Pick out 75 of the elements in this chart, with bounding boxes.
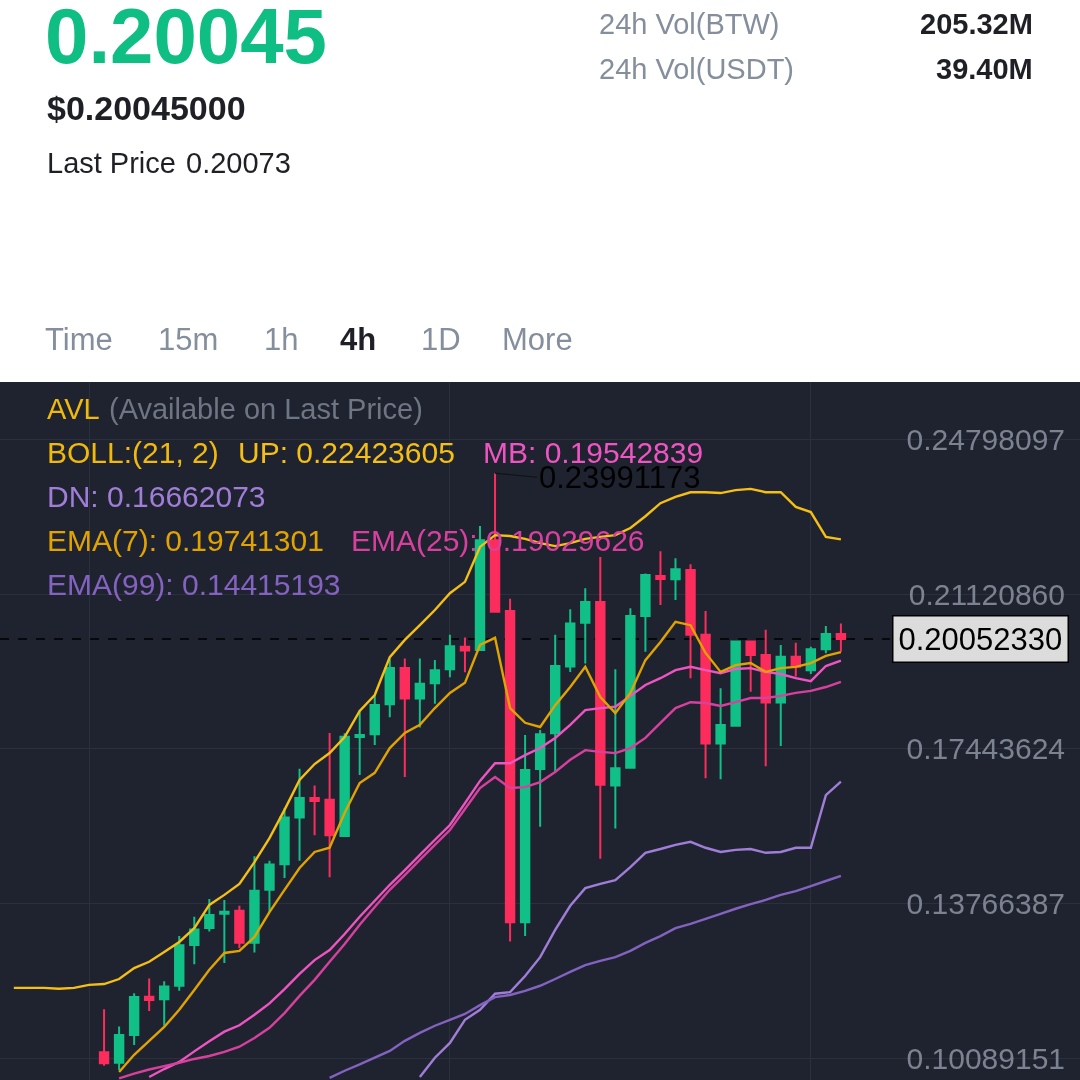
candlestick <box>219 898 230 965</box>
candlestick <box>384 657 395 719</box>
candlestick <box>249 855 260 954</box>
candlestick <box>294 767 305 862</box>
candlestick <box>820 625 832 655</box>
annotation: AVL <box>47 393 100 425</box>
y-tick-label: 0.13766387 <box>906 886 1065 920</box>
candlestick <box>595 556 606 860</box>
candlestick <box>730 640 741 727</box>
candlestick <box>98 1008 110 1067</box>
candlestick <box>429 659 441 705</box>
text: UP: 0.22423605 <box>238 436 455 469</box>
text: 1h <box>264 322 299 357</box>
text: DN: 0.16662073 <box>47 480 266 513</box>
text: More <box>502 322 573 357</box>
y-tick-label: 0.21120860 <box>908 577 1065 611</box>
candlestick <box>143 977 155 1012</box>
candlestick <box>204 898 215 933</box>
candlestick <box>519 734 531 938</box>
text: 1D <box>421 322 461 357</box>
candlestick <box>399 657 411 779</box>
candlestick <box>189 915 200 966</box>
text: 4h <box>340 322 377 357</box>
candlestick <box>640 572 651 653</box>
candlestick <box>655 550 666 606</box>
candlestick <box>685 563 696 680</box>
y-tick-label: 0.10089151 <box>906 1041 1065 1075</box>
line-series <box>12 487 843 990</box>
candlestick <box>324 731 335 879</box>
candlestick <box>790 641 801 678</box>
candlestick <box>369 694 380 747</box>
candlestick <box>234 904 245 950</box>
candlestick <box>354 709 365 776</box>
candlestick <box>159 980 170 1027</box>
text: Time <box>45 322 113 357</box>
text: 24h Vol(BTW) <box>599 8 780 40</box>
candlestick <box>610 668 621 830</box>
line-series <box>328 874 843 1080</box>
text: 15m <box>158 322 219 357</box>
candlestick <box>534 728 546 828</box>
annotation: BOLL:(21, 2) <box>47 436 219 469</box>
y-tick-label: 0.24798097 <box>906 422 1065 456</box>
text: EMA(99): 0.14415193 <box>47 568 341 601</box>
text: 0.20073 <box>186 147 291 179</box>
candlestick <box>715 687 726 781</box>
y-tick-label: 0.17443624 <box>906 732 1065 766</box>
text: EMA(7): 0.19741301 <box>47 524 324 557</box>
text: 205.32M <box>920 8 1033 40</box>
candlestick <box>174 935 185 992</box>
candlestick <box>625 607 636 769</box>
candlestick <box>128 992 140 1047</box>
chart-title: 0.20045 <box>45 0 327 81</box>
candlestick <box>835 622 847 653</box>
candlestick <box>700 609 711 780</box>
line-series <box>418 780 843 1079</box>
candlestick <box>444 633 456 679</box>
text: Last Price <box>47 147 176 179</box>
text: 39.40M <box>936 53 1033 85</box>
candlestick <box>565 608 576 673</box>
text: 0.20052330 <box>898 621 1063 657</box>
candlestick <box>113 1025 125 1071</box>
candlestick <box>745 639 756 693</box>
candlestick <box>414 657 426 729</box>
candlestick <box>459 636 471 674</box>
candlestick <box>580 587 591 665</box>
text: 24h Vol(USDT) <box>599 53 795 85</box>
candlestick <box>549 633 561 773</box>
candlestick <box>474 524 486 652</box>
chart-subtitle: $0.20045000 <box>47 89 246 127</box>
candlestick <box>670 557 681 601</box>
candlestick <box>264 859 275 913</box>
candlestick <box>760 628 771 768</box>
annotation: (Available on Last Price) <box>109 393 423 425</box>
candlestick <box>309 784 320 837</box>
candlestick <box>504 597 516 943</box>
